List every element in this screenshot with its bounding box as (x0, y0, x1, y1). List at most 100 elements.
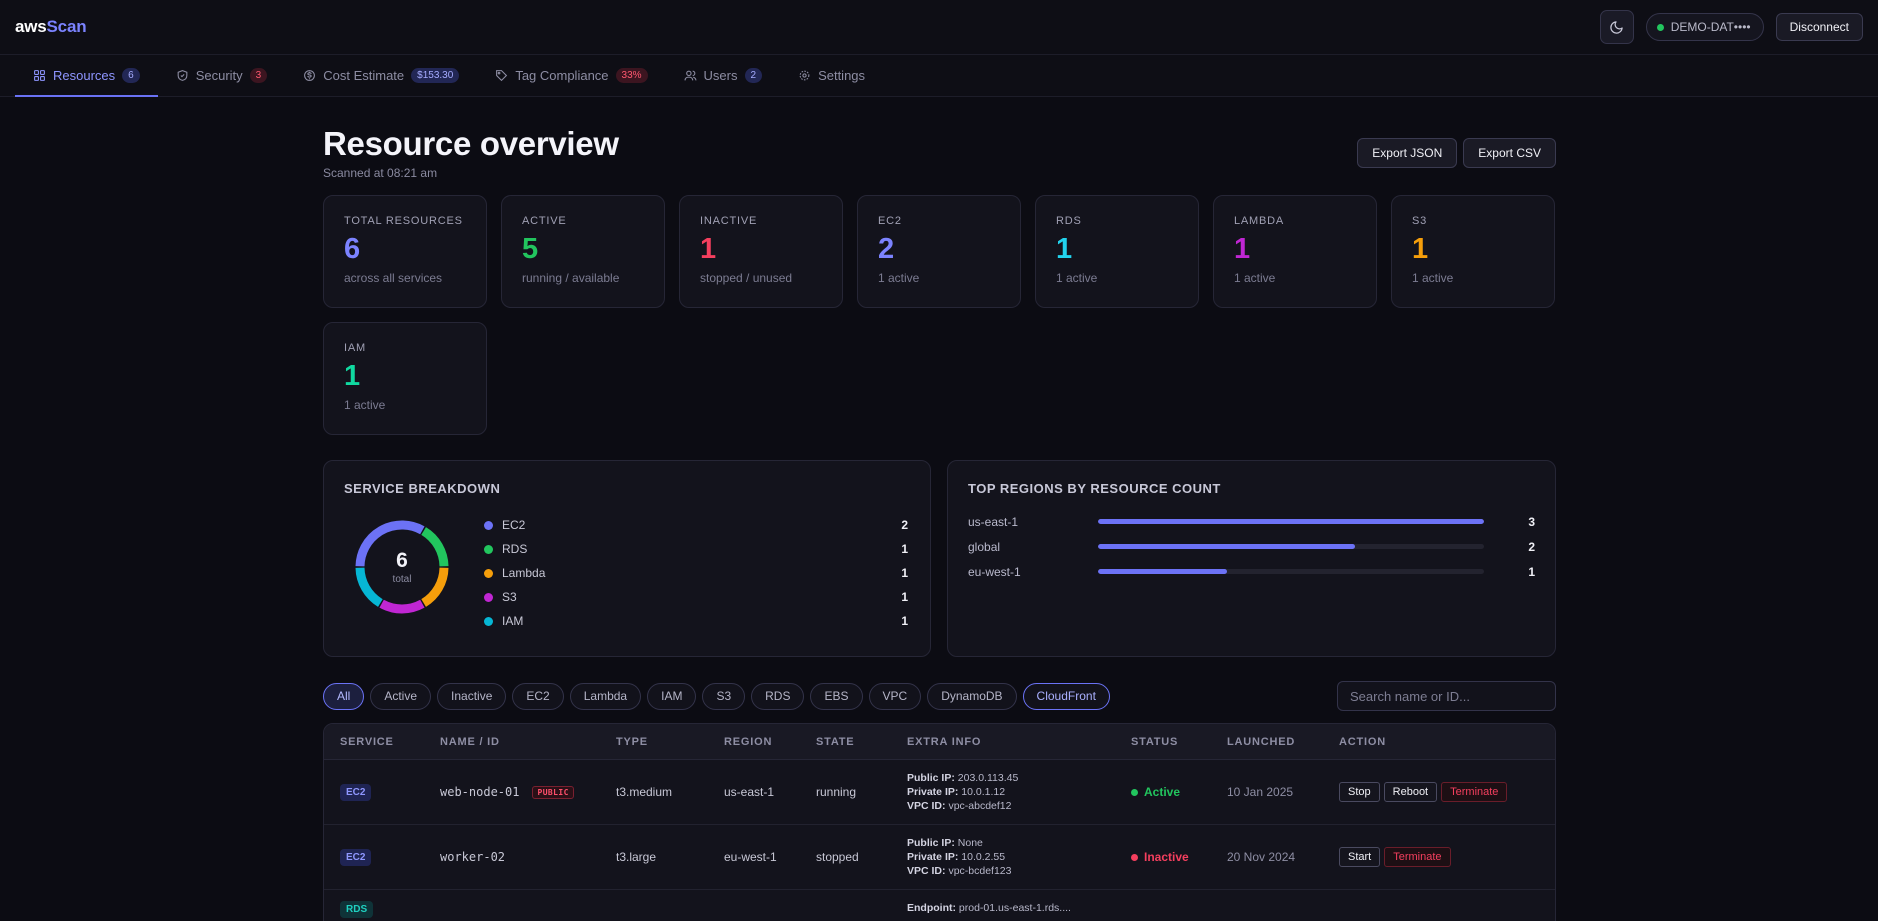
stop-button[interactable]: Stop (1339, 782, 1380, 802)
search-input[interactable] (1337, 681, 1556, 711)
table-row[interactable]: EC2 worker-02 t3.large eu-west-1 stopped… (324, 825, 1555, 890)
legend-dot-icon (484, 544, 493, 554)
donut-segment-iam (355, 567, 383, 607)
legend-value: 2 (901, 518, 908, 532)
status-dot-icon (1131, 853, 1138, 861)
region-count: 3 (1528, 514, 1535, 529)
extra-info: Endpoint: prod-01.us-east-1.rds.... (907, 901, 1131, 915)
legend-value: 1 (901, 542, 908, 556)
filter-chip-cloudfront[interactable]: CloudFront (1022, 682, 1110, 710)
top-regions-panel: TOP REGIONS BY RESOURCE COUNT us-east-1 … (947, 460, 1556, 657)
legend-value: 1 (901, 590, 908, 604)
extra-info: Public IP: 203.0.113.45 Private IP: 10.0… (907, 771, 1131, 813)
extra-value: vpc-bcdef123 (948, 865, 1012, 877)
service-breakdown-panel: SERVICE BREAKDOWN 6 total EC2 2 RDS 1 Lamb… (323, 460, 931, 657)
legend-name: IAM (502, 614, 524, 628)
terminate-button[interactable]: Terminate (1441, 782, 1508, 802)
resource-region: us-east-1 (724, 785, 775, 799)
reboot-button[interactable]: Reboot (1383, 782, 1438, 802)
extra-value: prod-01.us-east-1.rds.... (958, 902, 1071, 914)
legend-dot-icon (484, 520, 493, 530)
stat-card-active: ACTIVE 5 running / available (501, 195, 665, 308)
region-row: global 2 (968, 534, 1535, 559)
app-logo[interactable]: awsScan (15, 17, 87, 37)
resource-type: t3.medium (616, 785, 673, 799)
filter-chip-dynamodb[interactable]: DynamoDB (927, 682, 1017, 710)
filter-chip-s3[interactable]: S3 (702, 682, 746, 710)
terminate-button[interactable]: Terminate (1384, 847, 1451, 867)
column-header[interactable]: NAME / ID (440, 735, 500, 748)
filter-chip-ec2[interactable]: EC2 (512, 682, 564, 710)
region-row: eu-west-1 1 (968, 559, 1535, 584)
legend-item: RDS 1 (484, 537, 910, 561)
stat-sub: 1 active (878, 271, 920, 285)
column-header[interactable]: STATE (816, 735, 855, 748)
start-button[interactable]: Start (1339, 847, 1381, 867)
column-header[interactable]: EXTRA INFO (907, 735, 982, 748)
filter-chip-ebs[interactable]: EBS (810, 682, 863, 710)
stat-sub: 1 active (1234, 271, 1276, 285)
extra-value: 10.0.1.12 (961, 786, 1006, 798)
column-header[interactable]: LAUNCHED (1227, 735, 1296, 748)
stat-value: 2 (878, 233, 895, 265)
tab-label: Cost Estimate (323, 68, 405, 83)
tab-resources[interactable]: Resources 6 (15, 55, 158, 97)
legend-name: RDS (502, 542, 528, 556)
filter-chip-rds[interactable]: RDS (751, 682, 805, 710)
tab-label: Security (195, 68, 243, 83)
column-header[interactable]: REGION (724, 735, 773, 748)
extra-key: VPC ID: (907, 800, 946, 812)
stat-value: 6 (344, 233, 361, 265)
filter-chip-lambda[interactable]: Lambda (569, 682, 642, 710)
legend-item: EC2 2 (484, 513, 910, 537)
theme-toggle-button[interactable] (1599, 10, 1634, 44)
stat-sub: 1 active (1412, 271, 1454, 285)
stat-card-iam: IAM 1 1 active (323, 322, 487, 435)
main-tabs: Resources 6 Security 3 Cost Estimate $15… (0, 54, 1878, 97)
legend-dot-icon (484, 568, 493, 578)
account-indicator[interactable]: DEMO-DAT•••• (1645, 13, 1764, 41)
legend-item: IAM 1 (484, 609, 910, 633)
stat-sub: 1 active (344, 398, 386, 412)
tab-settings[interactable]: Settings (780, 55, 883, 96)
donut-total-value: 6 (396, 549, 408, 572)
tab-users[interactable]: Users 2 (666, 55, 781, 96)
scan-timestamp: Scanned at 08:21 am (323, 166, 438, 180)
service-badge: EC2 (340, 848, 372, 866)
filter-chip-iam[interactable]: IAM (647, 682, 697, 710)
stat-value: 1 (1234, 233, 1251, 265)
tab-security[interactable]: Security 3 (158, 55, 286, 96)
legend-value: 1 (901, 566, 908, 580)
service-donut-chart: 6 total (344, 509, 460, 625)
export-csv-button[interactable]: Export CSV (1463, 138, 1556, 168)
column-header[interactable]: STATUS (1131, 735, 1179, 748)
stat-label: S3 (1412, 215, 1428, 227)
extra-key: Private IP: (907, 851, 959, 863)
panel-title: TOP REGIONS BY RESOURCE COUNT (968, 481, 1221, 496)
extra-key: Private IP: (907, 786, 959, 798)
filter-chip-active[interactable]: Active (370, 682, 432, 710)
stat-card-total: TOTAL RESOURCES 6 across all services (323, 195, 487, 308)
table-row[interactable]: RDS Endpoint: prod-01.us-east-1.rds.... (324, 890, 1555, 921)
disconnect-button[interactable]: Disconnect (1775, 13, 1863, 41)
account-label: DEMO-DAT•••• (1670, 20, 1751, 34)
filter-chip-inactive[interactable]: Inactive (437, 682, 507, 710)
stat-card-rds: RDS 1 1 active (1035, 195, 1199, 308)
column-header[interactable]: SERVICE (340, 735, 394, 748)
top-bar: awsScan DEMO-DAT•••• Disconnect (0, 0, 1878, 54)
table-row[interactable]: EC2 web-node-01 PUBLIC t3.medium us-east… (324, 760, 1555, 825)
donut-segment-s3 (379, 599, 425, 614)
filter-chip-all[interactable]: All (323, 682, 365, 710)
launched-date: 20 Nov 2024 (1227, 850, 1296, 864)
filter-chip-vpc[interactable]: VPC (868, 682, 922, 710)
column-header[interactable]: TYPE (616, 735, 648, 748)
export-json-button[interactable]: Export JSON (1357, 138, 1458, 168)
legend-name: EC2 (502, 518, 526, 532)
tab-tag-compliance[interactable]: Tag Compliance 33% (477, 55, 665, 96)
legend-name: Lambda (502, 566, 546, 580)
stat-value: 5 (522, 233, 539, 265)
stat-cards: TOTAL RESOURCES 6 across all services AC… (323, 195, 1556, 435)
resource-name: worker-02 (440, 850, 506, 864)
column-header[interactable]: ACTION (1339, 735, 1386, 748)
tab-cost-estimate[interactable]: Cost Estimate $153.30 (285, 55, 477, 96)
